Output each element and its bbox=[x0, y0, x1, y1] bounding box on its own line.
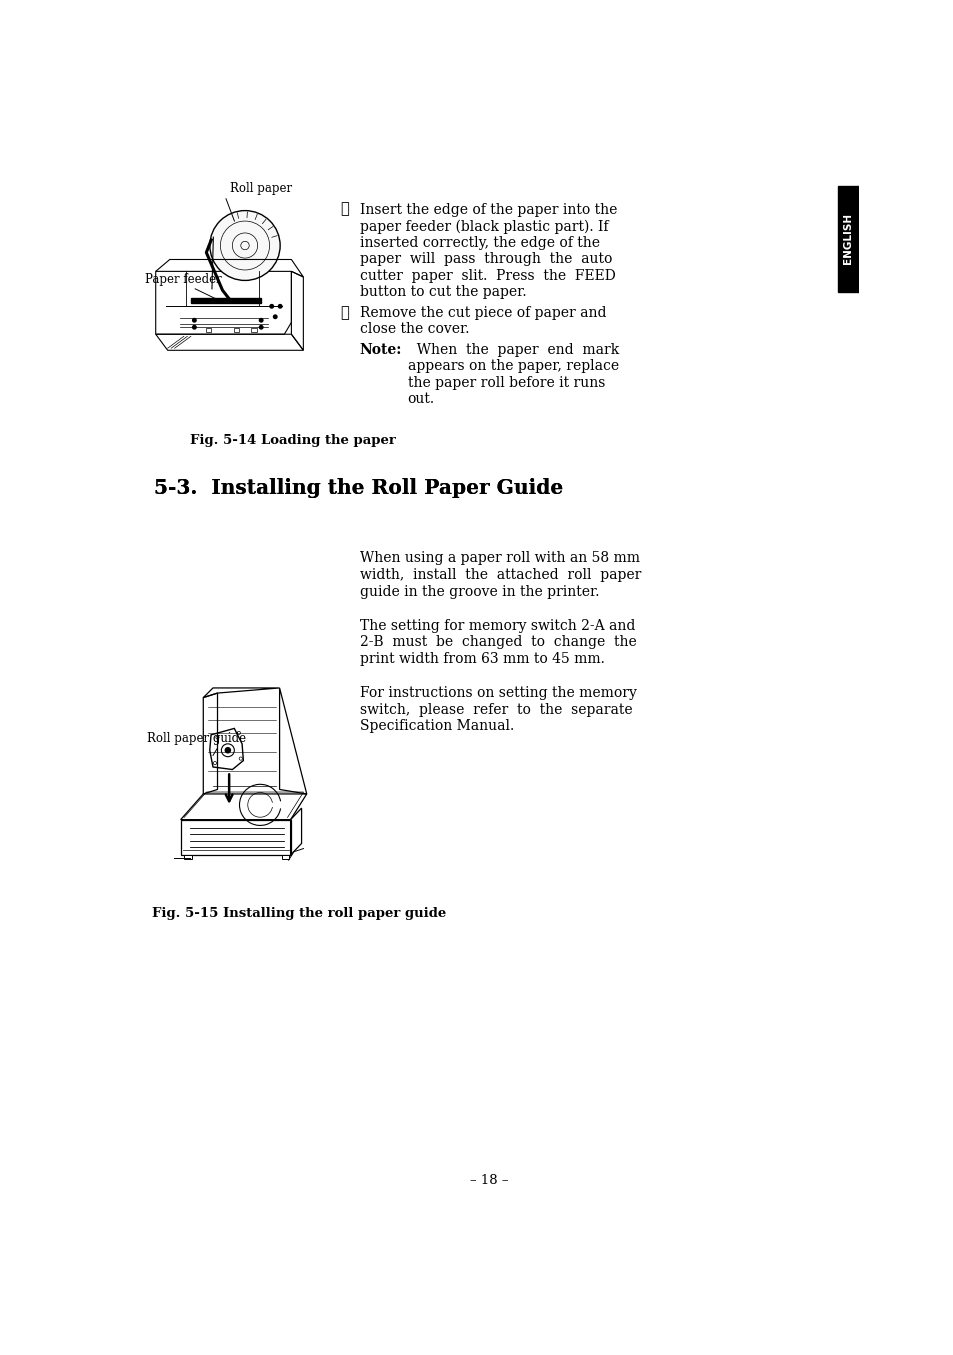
Text: Fig. 5-15 Installing the roll paper guide: Fig. 5-15 Installing the roll paper guid… bbox=[152, 908, 446, 920]
Bar bbox=[206, 328, 211, 332]
Text: For instructions on setting the memory: For instructions on setting the memory bbox=[359, 686, 636, 699]
Text: Roll paper guide: Roll paper guide bbox=[147, 732, 246, 745]
Text: Insert the edge of the paper into the: Insert the edge of the paper into the bbox=[359, 203, 617, 217]
Circle shape bbox=[278, 305, 282, 308]
Text: cutter  paper  slit.  Press  the  FEED: cutter paper slit. Press the FEED bbox=[359, 268, 615, 283]
Text: Remove the cut piece of paper and: Remove the cut piece of paper and bbox=[359, 306, 605, 320]
Bar bbox=[184, 855, 192, 859]
Bar bbox=[233, 328, 239, 332]
Text: ENGLISH: ENGLISH bbox=[842, 213, 852, 264]
Bar bbox=[837, 186, 858, 291]
Text: appears on the paper, replace: appears on the paper, replace bbox=[407, 359, 618, 374]
Text: width,  install  the  attached  roll  paper: width, install the attached roll paper bbox=[359, 568, 640, 583]
Bar bbox=[251, 328, 256, 332]
Text: Note:: Note: bbox=[359, 343, 401, 356]
Text: Paper feeder: Paper feeder bbox=[145, 272, 221, 286]
Text: When using a paper roll with an 58 mm: When using a paper roll with an 58 mm bbox=[359, 551, 639, 565]
Circle shape bbox=[225, 748, 231, 753]
Text: button to cut the paper.: button to cut the paper. bbox=[359, 286, 525, 299]
Text: 2-B  must  be  changed  to  change  the: 2-B must be changed to change the bbox=[359, 635, 636, 649]
Circle shape bbox=[274, 314, 276, 318]
Bar bbox=[282, 855, 289, 859]
Text: 5-3.  Installing the Roll Paper Guide: 5-3. Installing the Roll Paper Guide bbox=[154, 478, 563, 499]
Text: Fig. 5-14 Loading the paper: Fig. 5-14 Loading the paper bbox=[190, 435, 395, 447]
Circle shape bbox=[193, 318, 196, 322]
Text: The setting for memory switch 2-A and: The setting for memory switch 2-A and bbox=[359, 619, 634, 633]
Text: the paper roll before it runs: the paper roll before it runs bbox=[407, 375, 604, 390]
Text: Roll paper: Roll paper bbox=[230, 182, 292, 195]
Text: – 18 –: – 18 – bbox=[469, 1173, 508, 1187]
Text: print width from 63 mm to 45 mm.: print width from 63 mm to 45 mm. bbox=[359, 652, 604, 667]
Text: ⑦: ⑦ bbox=[340, 306, 349, 320]
Circle shape bbox=[270, 305, 274, 308]
Text: close the cover.: close the cover. bbox=[359, 322, 469, 336]
Text: 5-3.  Installing the Roll Paper Guide: 5-3. Installing the Roll Paper Guide bbox=[154, 478, 563, 499]
Circle shape bbox=[193, 325, 196, 329]
Circle shape bbox=[259, 325, 263, 329]
Circle shape bbox=[210, 210, 280, 280]
Text: paper  will  pass  through  the  auto: paper will pass through the auto bbox=[359, 252, 611, 267]
Text: switch,  please  refer  to  the  separate: switch, please refer to the separate bbox=[359, 702, 632, 717]
Text: out.: out. bbox=[407, 393, 435, 406]
Text: Specification Manual.: Specification Manual. bbox=[359, 720, 514, 733]
Text: When  the  paper  end  mark: When the paper end mark bbox=[407, 343, 618, 356]
Text: inserted correctly, the edge of the: inserted correctly, the edge of the bbox=[359, 236, 598, 249]
Text: paper feeder (black plastic part). If: paper feeder (black plastic part). If bbox=[359, 220, 607, 233]
Text: ⑥: ⑥ bbox=[340, 203, 349, 217]
Text: guide in the groove in the printer.: guide in the groove in the printer. bbox=[359, 585, 598, 599]
Bar bbox=[191, 298, 261, 302]
Circle shape bbox=[259, 318, 263, 322]
